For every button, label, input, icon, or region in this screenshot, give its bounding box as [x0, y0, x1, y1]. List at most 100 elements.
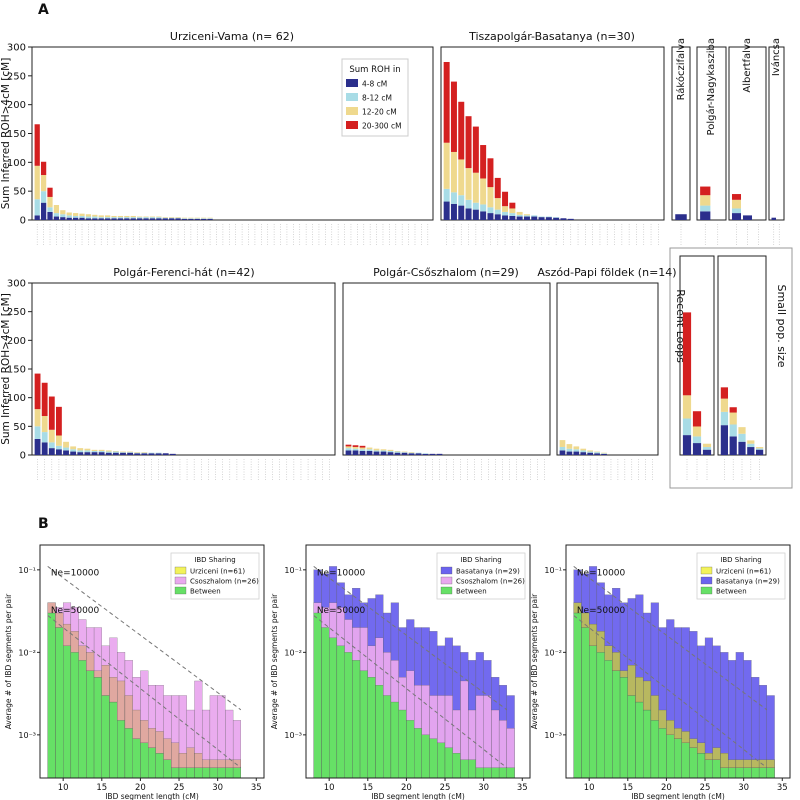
- roh-bar-segment: [105, 217, 111, 219]
- roh-bar-segment: [175, 217, 181, 219]
- roh-bar-segment: [53, 213, 60, 217]
- ibd-bar-overlap: [78, 645, 87, 661]
- roh-bar-segment: [127, 451, 134, 453]
- roh-group-title: Aszód-Papi földek (n=14): [537, 266, 676, 279]
- roh-bar-segment: [34, 373, 41, 410]
- ibd-legend-swatch: [440, 566, 453, 575]
- roh-bar-segment: [480, 204, 487, 212]
- roh-bar-segment: [143, 217, 149, 219]
- roh-bar-segment: [105, 218, 111, 220]
- ibd-bar-overlap: [132, 709, 141, 739]
- ibd-xtick-label: 25: [174, 783, 185, 793]
- roh-bar-segment: [366, 449, 373, 451]
- roh-bar-segment: [60, 210, 66, 215]
- ibd-bar: [743, 767, 752, 779]
- roh-bar-segment: [148, 453, 155, 455]
- ibd-legend-swatch: [174, 566, 187, 575]
- roh-ytick-label: 300: [7, 43, 26, 54]
- roh-bar-segment: [66, 217, 72, 220]
- roh-bar-segment: [682, 435, 692, 455]
- ibd-bar-overlap: [635, 677, 644, 703]
- roh-bar-segment: [162, 217, 168, 219]
- roh-bar-segment: [394, 451, 401, 453]
- roh-bar-segment: [700, 195, 711, 206]
- ibd-xtick-label: 10: [58, 783, 69, 793]
- roh-bar-segment: [700, 205, 711, 212]
- roh-bar-segment: [169, 218, 175, 220]
- roh-bar-segment: [169, 217, 175, 219]
- ibd-frame: [305, 544, 531, 779]
- roh-bar-segment: [387, 450, 394, 453]
- roh-bar-segment: [55, 449, 62, 455]
- roh-bar-segment: [480, 145, 487, 179]
- roh-bar-segment: [84, 450, 91, 453]
- roh-bar-segment: [387, 449, 394, 451]
- ibd-xtick-label: 30: [212, 783, 223, 793]
- roh-bar-segment: [401, 452, 408, 455]
- ibd-bar-overlap: [704, 753, 713, 760]
- roh-bar-segment: [373, 448, 380, 451]
- roh-group-title: Iváncsa: [770, 38, 782, 76]
- roh-bar-segment: [84, 448, 91, 451]
- roh-bar-segment: [124, 218, 130, 220]
- roh-bar-segment: [188, 218, 194, 219]
- ibd-bar: [336, 645, 345, 779]
- roh-bar-segment: [105, 452, 112, 455]
- ibd-bar: [627, 695, 636, 779]
- ibd-bar-overlap: [178, 753, 187, 768]
- roh-bar-segment: [720, 411, 729, 426]
- roh-bar-segment: [98, 450, 105, 453]
- roh-bar-segment: [494, 214, 501, 220]
- ibd-charts: Ne=10000 Ne=50000 10 15 20 25 30 35 10⁻³ 10⁻² 10⁻¹…: [4, 544, 791, 800]
- roh-bar-segment: [55, 445, 62, 450]
- roh-bar-segment: [494, 177, 501, 199]
- ibd-legend-entry: Basatanya (n=29): [716, 578, 780, 586]
- ibd-bar: [47, 612, 56, 779]
- roh-inset-frame: [669, 247, 793, 489]
- roh-bar-segment: [41, 416, 48, 433]
- roh-bar-segment: [149, 217, 156, 219]
- ibd-xlabel: IBD segment length (cM): [631, 792, 725, 800]
- roh-bar-segment: [111, 217, 117, 219]
- ibd-legend-swatch: [174, 586, 187, 595]
- roh-bar-segment: [516, 214, 523, 217]
- ibd-bar: [635, 701, 644, 779]
- roh-group-title: Rákóczifalva: [675, 38, 687, 100]
- ibd-bar: [697, 753, 706, 779]
- roh-bar-segment: [47, 196, 53, 208]
- ibd-xtick-label: 25: [700, 783, 711, 793]
- roh-bar-segment: [66, 215, 72, 218]
- ne-50000-label: Ne=50000: [317, 606, 366, 616]
- roh-bar-segment: [117, 215, 124, 218]
- roh-bar-segment: [117, 218, 124, 220]
- roh-ytick-label: 100: [7, 393, 26, 404]
- roh-bar-segment: [559, 440, 566, 447]
- ibd-xtick-label: 25: [440, 783, 451, 793]
- ibd-bar: [93, 677, 102, 779]
- ibd-bar: [352, 660, 361, 779]
- roh-bar-segment: [111, 215, 117, 218]
- ibd-bar: [468, 759, 477, 779]
- roh-bar-segment: [742, 215, 753, 220]
- ibd-xtick-label: 35: [517, 783, 528, 793]
- roh-bar-segment: [523, 215, 530, 217]
- roh-bar-segment: [134, 452, 141, 453]
- roh-bar-segment: [48, 448, 55, 455]
- roh-bar-segment: [436, 453, 443, 455]
- ibd-bar: [766, 767, 775, 779]
- roh-bar-segment: [201, 218, 207, 219]
- ne-10000-label: Ne=10000: [51, 569, 100, 579]
- roh-bar-segment: [408, 452, 415, 454]
- ibd-bar-overlap: [101, 665, 110, 696]
- ibd-ytick-label: 10⁻²: [544, 648, 562, 657]
- ibd-bar-overlap: [627, 665, 636, 696]
- roh-bar-segment: [731, 194, 742, 200]
- roh-bar-segment: [85, 218, 92, 220]
- roh-ytick-label: 200: [7, 100, 26, 111]
- ne-50000-curve: [573, 615, 768, 769]
- ibd-bar: [359, 670, 368, 779]
- roh-bar-segment: [60, 214, 66, 218]
- roh-bar-segment: [394, 450, 401, 452]
- ibd-bar-overlap: [117, 680, 126, 721]
